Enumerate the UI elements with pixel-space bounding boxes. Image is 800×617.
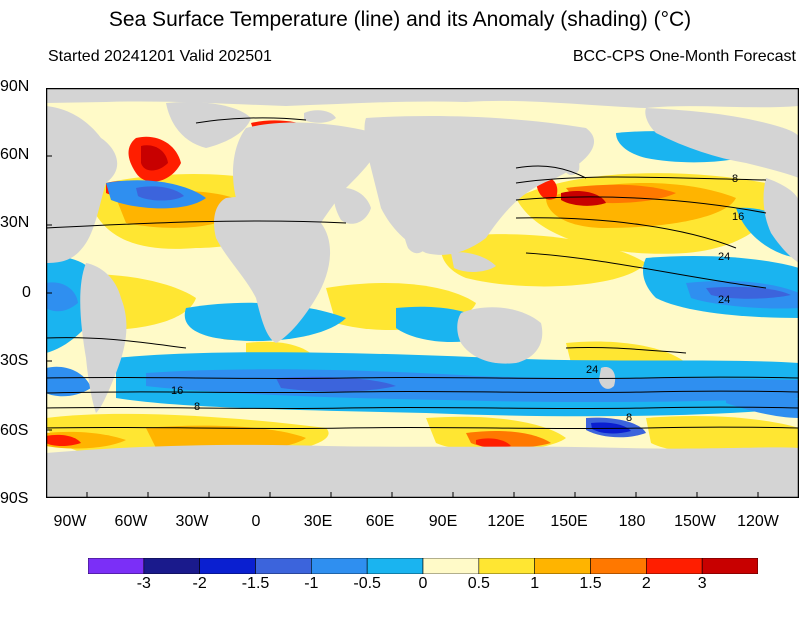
contour-line [195,117,307,124]
contour-line [565,346,687,354]
colorbar-tick-label: -2 [192,575,207,592]
colorbar-tick-label: -0.5 [353,575,381,592]
contour-line [46,406,799,410]
contour-label: 16 [171,385,183,397]
iceland [304,110,336,123]
colorbar-tick-label: -1 [304,575,319,592]
colorbar-tick-label: 0.5 [467,575,490,592]
colorbar-swatch [422,558,480,574]
colorbar-tick-label: 0 [418,575,428,592]
lat-label-60s: 60S [0,422,29,439]
colorbar-swatch [88,558,145,574]
lon-label-0: 0 [251,513,261,530]
contour-label: 8 [194,401,200,413]
contour-line [525,252,767,289]
lon-label-90w: 90W [53,513,87,530]
alaska-canada [645,108,799,178]
arctic-land [46,88,799,108]
contour-label: 16 [732,211,744,223]
contour-label: 8 [732,173,738,185]
contour-label: 24 [718,294,730,306]
land-masses [46,88,799,498]
lat-label-30s: 30S [0,352,29,369]
colorbar-tick-label: -3 [136,575,151,592]
lat-label-90n: 90N [0,78,30,95]
lon-label-180: 180 [618,513,646,530]
colorbar-swatch [143,558,200,574]
colorbar-swatch [199,558,256,574]
forecast-dates: Started 20241201 Valid 202501 [48,48,272,65]
japan [564,154,580,176]
lat-label-equator: 0 [22,284,31,301]
contour-line [515,217,737,249]
colorbar-tick-label: 1 [530,575,540,592]
lon-label-30w: 30W [175,513,209,530]
south-america [80,263,127,413]
contour-line [46,376,799,380]
lon-label-60e: 60E [365,513,395,530]
contour-label: 24 [718,251,730,263]
sst-anomaly-map: 8 16 24 24 24 16 8 8 [46,88,799,498]
lon-label-120e: 120E [487,513,525,530]
antarctica [46,444,799,498]
colorbar [88,558,758,574]
contour-line [515,176,767,184]
lat-label-30n: 30N [0,214,30,231]
contour-line [46,390,799,394]
colorbar-swatch [701,558,758,574]
arabia [333,187,371,224]
contour-label: 24 [586,364,598,376]
lon-label-60w: 60W [114,513,148,530]
lon-label-150w: 150W [674,513,716,530]
contour-line [46,426,799,430]
lon-label-90e: 90E [428,513,458,530]
india [402,207,431,254]
axis-ticks [46,155,759,498]
colorbar-swatch [366,558,424,574]
colorbar-swatch [590,558,647,574]
contour-line [515,196,767,214]
chart-title: Sea Surface Temperature (line) and its A… [108,8,692,31]
indonesia [451,252,496,272]
lat-label-60n: 60N [0,146,30,163]
colorbar-tick-label: -1.5 [241,575,270,592]
colorbar-swatch [646,558,703,574]
colorbar-swatch [311,558,368,574]
lon-label-150e: 150E [550,513,588,530]
australia [457,307,543,364]
north-america-east [46,106,118,263]
north-america-west [763,178,799,263]
colorbar-tick-label: 1.5 [579,575,602,592]
colorbar-tick-label: 3 [697,575,707,592]
sst-contours [46,117,799,430]
contour-line [46,220,347,229]
lon-label-120w: 120W [737,513,779,530]
colorbar-swatch [255,558,312,574]
greenland [166,101,251,148]
contour-label: 8 [626,412,632,424]
africa [214,196,331,343]
forecast-source: BCC-CPS One-Month Forecast [572,48,796,65]
contour-label-group: 8 16 24 24 24 16 8 8 [171,173,744,424]
map-canvas: 8 16 24 24 24 16 8 8 [46,88,799,498]
lat-label-90s: 90S [0,490,29,507]
lon-label-30e: 30E [303,513,333,530]
contour-line [46,337,187,349]
contour-line [515,165,587,179]
colorbar-tick-label: 2 [641,575,651,592]
colorbar-swatch [478,558,535,574]
colorbar-swatch [534,558,591,574]
